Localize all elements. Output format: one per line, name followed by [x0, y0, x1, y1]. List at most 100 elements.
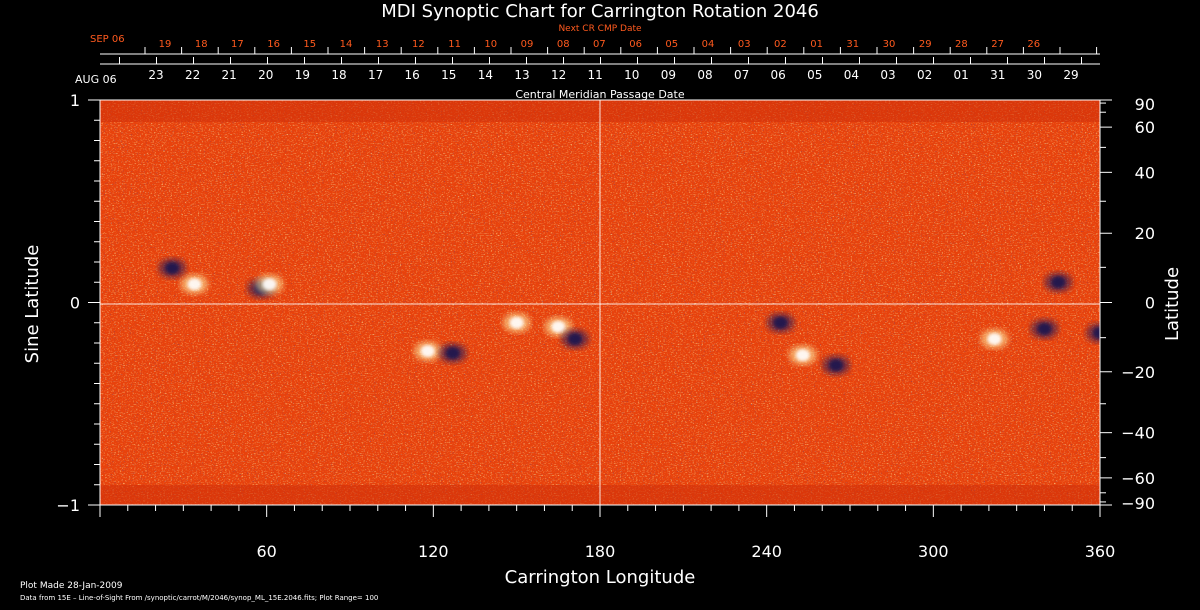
data-source-note: Data from 15E – Line-of-Sight From /syno…: [20, 594, 378, 602]
cmp-date-label: 15: [441, 68, 456, 82]
y-axis-left-label: Sine Latitude: [22, 245, 43, 364]
cmp-date-label: 21: [222, 68, 237, 82]
x-tick-label: 360: [1085, 542, 1116, 561]
next-cmp-date-label: 09: [521, 39, 534, 50]
x-tick-label: 300: [918, 542, 949, 561]
next-cmp-date-label: 15: [303, 39, 316, 50]
next-cmp-date-label: 13: [376, 39, 389, 50]
cmp-date-label: 13: [514, 68, 529, 82]
negative-polarity-region: [561, 328, 589, 349]
positive-polarity-region: [502, 312, 531, 333]
y-right-tick-label: 20: [1135, 224, 1155, 243]
next-cmp-date-label: 27: [991, 39, 1004, 50]
next-cmp-date-label: 19: [159, 39, 172, 50]
cmp-date-label: 20: [258, 68, 273, 82]
negative-polarity-region: [766, 312, 795, 333]
positive-polarity-region: [255, 274, 284, 295]
cmp-date-label: 17: [368, 68, 383, 82]
negative-polarity-region: [1044, 272, 1073, 293]
y-right-tick-label: 40: [1135, 163, 1155, 182]
cmp-date-label: 02: [917, 68, 932, 82]
chart-title: MDI Synoptic Chart for Carrington Rotati…: [381, 1, 819, 22]
next-cmp-date-label: 30: [883, 39, 896, 50]
cmp-date-label: 08: [697, 68, 712, 82]
next-cmp-date-label: 01: [810, 39, 823, 50]
cmp-date-label: 06: [771, 68, 786, 82]
x-tick-label: 60: [256, 542, 276, 561]
x-tick-label: 180: [585, 542, 616, 561]
cmp-date-label: 10: [624, 68, 639, 82]
cmp-date-label: 05: [807, 68, 822, 82]
cmp-date-label: 03: [880, 68, 895, 82]
next-cmp-date-label: 05: [665, 39, 678, 50]
positive-polarity-region: [413, 341, 442, 362]
next-cmp-date-label: 31: [846, 39, 859, 50]
next-cmp-date-label: 14: [340, 39, 353, 50]
positive-polarity-region: [788, 345, 817, 366]
cmp-date-label: 29: [1063, 68, 1078, 82]
x-tick-label: 240: [751, 542, 782, 561]
x-axis-label: Carrington Longitude: [505, 567, 696, 588]
y-right-tick-label: −20: [1121, 363, 1155, 382]
y-axis-left: 1 0 −1: [56, 91, 100, 515]
x-axis: 60 120 180 240 300 360: [99, 505, 1116, 561]
negative-polarity-region: [1086, 322, 1100, 343]
cmp-axis-title: Central Meridian Passage Date: [515, 88, 684, 101]
next-cmp-date-label: 07: [593, 39, 606, 50]
y-left-tick-label: 1: [70, 91, 80, 110]
cmp-date-label: 04: [844, 68, 859, 82]
next-cmp-date-label: 10: [484, 39, 497, 50]
y-right-tick-label: −60: [1121, 469, 1155, 488]
cmp-date-label: 22: [185, 68, 200, 82]
next-cmp-date-label: 16: [267, 39, 280, 50]
cmp-axis: 23 22 21 20 19 18 17 16 15 14 13 12 11 10 09 08 07 06 05 04…: [100, 57, 1100, 82]
next-cmp-date-label: 04: [702, 39, 715, 50]
positive-polarity-region: [180, 274, 209, 295]
cmp-date-label: 23: [148, 68, 163, 82]
next-cmp-axis: 19 18 17 16 15 14 13 12 11 10 09 08 07 06 05 04 03 02 01 31…: [100, 39, 1100, 55]
negative-polarity-region: [1030, 318, 1059, 339]
next-cmp-date-label: 18: [195, 39, 208, 50]
next-cmp-axis-title: Next CR CMP Date: [558, 24, 642, 34]
cmp-date-label: 01: [954, 68, 969, 82]
plot-made-note: Plot Made 28-Jan-2009: [20, 581, 123, 591]
next-cmp-date-label: 03: [738, 39, 751, 50]
y-axis-right-label: Latitude: [1162, 267, 1183, 341]
cmp-date-label: 14: [478, 68, 493, 82]
next-cmp-start-label: SEP 06: [90, 34, 125, 45]
cmp-date-label: 31: [990, 68, 1005, 82]
y-left-tick-label: −1: [56, 496, 80, 515]
next-cmp-date-label: 08: [557, 39, 570, 50]
cmp-date-label: 30: [1027, 68, 1042, 82]
y-left-tick-label: 0: [70, 294, 80, 313]
positive-polarity-region: [980, 328, 1009, 349]
negative-polarity-region: [158, 258, 187, 279]
y-right-tick-label: −90: [1121, 494, 1155, 513]
negative-polarity-region: [438, 343, 467, 364]
y-right-tick-label: −40: [1121, 424, 1155, 443]
cmp-date-label: 16: [405, 68, 420, 82]
next-cmp-date-label: 12: [412, 39, 425, 50]
y-right-tick-label: 60: [1135, 118, 1155, 137]
next-cmp-date-label: 02: [774, 39, 787, 50]
next-cmp-date-label: 17: [231, 39, 244, 50]
y-axis-right: 90 60 40 20 0 −20 −40 −60 −90: [1100, 95, 1155, 513]
next-cmp-date-label: 11: [448, 39, 461, 50]
next-cmp-date-label: 29: [919, 39, 932, 50]
cmp-date-label: 12: [551, 68, 566, 82]
cmp-date-label: 09: [661, 68, 676, 82]
cmp-date-label: 19: [295, 68, 310, 82]
next-cmp-date-label: 06: [629, 39, 642, 50]
y-right-tick-label: 0: [1145, 294, 1155, 313]
x-tick-label: 120: [418, 542, 449, 561]
cmp-date-label: 11: [588, 68, 603, 82]
next-cmp-date-label: 26: [1027, 39, 1040, 50]
cmp-date-label: 18: [331, 68, 346, 82]
cmp-date-label: 07: [734, 68, 749, 82]
magnetogram-image: [100, 100, 1100, 505]
y-right-tick-label: 90: [1135, 95, 1155, 114]
cmp-start-label: AUG 06: [75, 73, 117, 86]
next-cmp-date-label: 28: [955, 39, 968, 50]
negative-polarity-region: [822, 355, 851, 376]
